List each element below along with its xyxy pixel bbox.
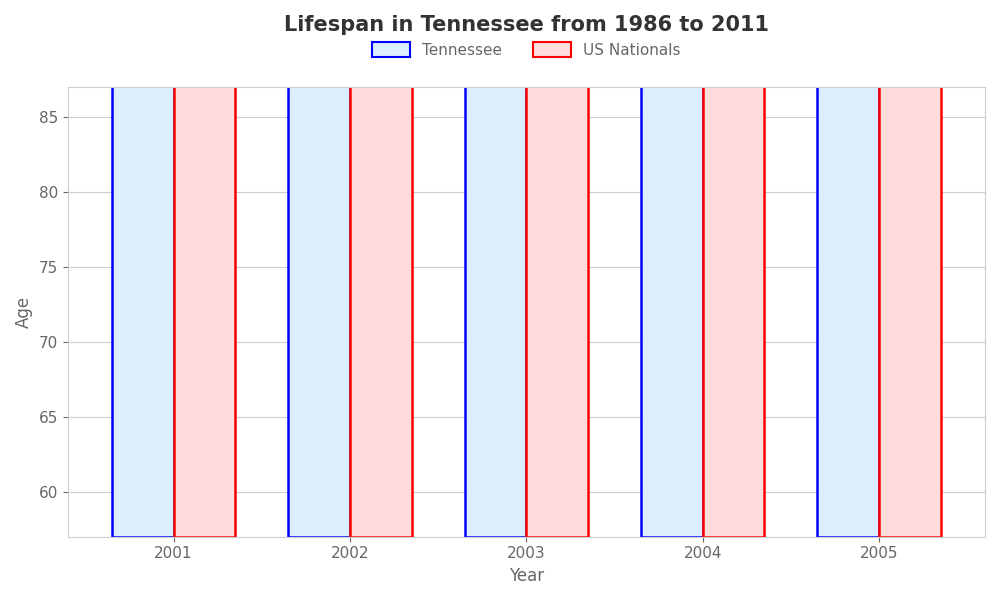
X-axis label: Year: Year [509, 567, 544, 585]
Bar [174, 0, 235, 537]
Legend: Tennessee, US Nationals: Tennessee, US Nationals [366, 35, 687, 64]
Y-axis label: Age: Age [15, 296, 33, 328]
Bar [288, 0, 350, 537]
Bar [350, 0, 412, 537]
Bar [465, 0, 526, 537]
Bar [112, 0, 174, 537]
Bar [703, 0, 764, 537]
Title: Lifespan in Tennessee from 1986 to 2011: Lifespan in Tennessee from 1986 to 2011 [284, 15, 769, 35]
Bar [879, 0, 941, 537]
Bar [817, 0, 879, 537]
Bar [641, 0, 703, 537]
Bar [526, 0, 588, 537]
